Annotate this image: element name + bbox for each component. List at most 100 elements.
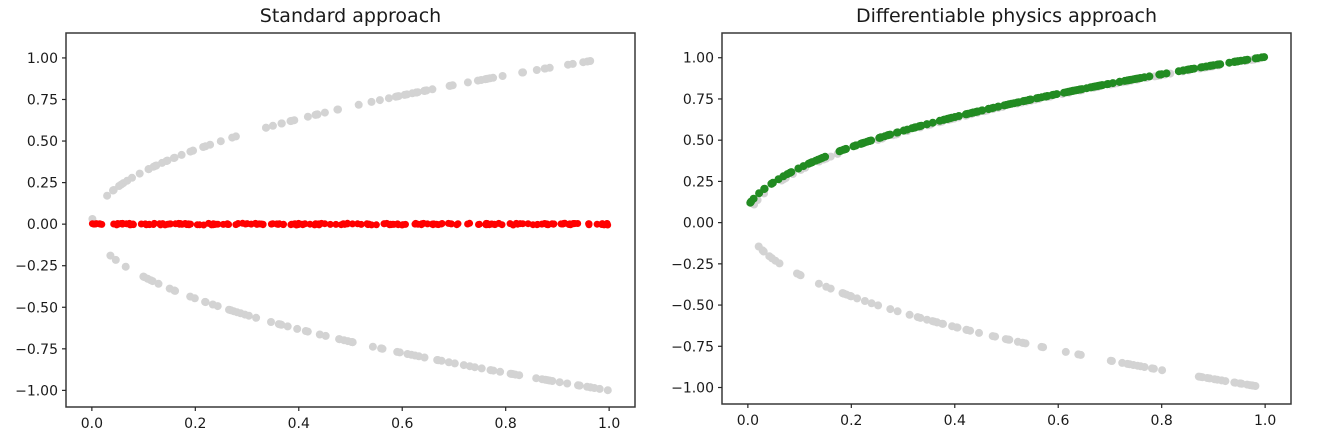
scatter-point: [464, 220, 472, 228]
series-solution-samples-upper-branch: [88, 57, 595, 223]
scatter-point: [794, 164, 803, 173]
scatter-point: [1162, 69, 1171, 78]
scatter-point: [216, 137, 225, 146]
scatter-point: [515, 371, 524, 380]
scatter-point: [575, 381, 584, 390]
scatter-point: [178, 220, 186, 228]
scatter-point: [121, 262, 130, 271]
scatter-point: [444, 219, 452, 227]
scatter-point: [814, 279, 823, 288]
scatter-point: [1069, 86, 1078, 95]
scatter-point: [430, 220, 438, 228]
scatter-point: [768, 254, 776, 263]
scatter-point: [453, 221, 461, 229]
scatter-point: [1203, 374, 1212, 382]
scatter-point: [313, 110, 322, 119]
scatter-point: [188, 146, 197, 155]
scatter-point: [818, 153, 827, 162]
scatter-point: [519, 68, 527, 77]
scatter-point: [892, 128, 901, 137]
scatter-point: [822, 282, 831, 291]
x-tick-label: 1.0: [598, 416, 620, 432]
scatter-point: [923, 315, 931, 324]
scatter-point: [444, 358, 453, 367]
scatter-point: [420, 219, 428, 227]
scatter-point: [315, 330, 324, 339]
scatter-point: [860, 297, 869, 305]
scatter-point: [972, 107, 981, 116]
scatter-point: [1041, 92, 1050, 101]
scatter-point: [303, 112, 312, 121]
scatter-point: [326, 220, 334, 228]
scatter-point: [1005, 100, 1013, 109]
scatter-point: [532, 374, 541, 383]
scatter-point: [280, 220, 287, 228]
scatter-point: [509, 370, 517, 379]
scatter-point: [1260, 53, 1269, 62]
scatter-point: [375, 96, 384, 105]
scatter-point: [496, 367, 505, 376]
scatter-point: [234, 220, 242, 227]
scatter-point: [301, 220, 309, 228]
scatter-point: [412, 219, 420, 227]
scatter-point: [1097, 81, 1106, 90]
scatter-point: [196, 221, 203, 229]
scatter-point: [533, 221, 541, 229]
scatter-point: [1251, 54, 1260, 63]
scatter-point: [963, 326, 972, 334]
scatter-point: [548, 377, 557, 385]
scatter-point: [538, 375, 547, 384]
scatter-point: [320, 108, 329, 117]
scatter-point: [875, 133, 884, 142]
scatter-point: [994, 102, 1003, 111]
scatter-point: [1213, 60, 1222, 69]
scatter-point: [170, 153, 179, 162]
scatter-point: [448, 81, 457, 90]
scatter-point: [598, 221, 606, 228]
scatter-point: [939, 319, 947, 328]
scatter-point: [1062, 88, 1071, 97]
scatter-point: [905, 310, 914, 319]
y-tick-label: −0.50: [15, 300, 58, 316]
scatter-point: [252, 313, 261, 322]
axes-spines: [721, 32, 1292, 405]
scatter-point: [475, 221, 482, 228]
scatter-point: [293, 324, 302, 333]
y-tick-label: −0.25: [671, 257, 714, 273]
y-tick-label: 1.00: [683, 51, 714, 67]
scatter-point: [157, 221, 165, 229]
scatter-point: [1140, 363, 1149, 371]
scatter-point: [1087, 83, 1096, 92]
scatter-point: [387, 221, 395, 229]
scatter-point: [146, 276, 155, 285]
plot-title-differentiable-physics: Differentiable physics approach: [855, 5, 1158, 27]
scatter-point: [555, 378, 564, 387]
scatter-point: [804, 159, 813, 168]
scatter-point: [393, 347, 402, 356]
x-tick-label: 0.4: [288, 416, 310, 432]
scatter-point: [568, 59, 577, 68]
scatter-point: [273, 220, 281, 228]
y-tick-label: −0.75: [15, 342, 58, 358]
scatter-point: [1049, 90, 1058, 99]
y-tick-label: −0.50: [671, 298, 714, 314]
scatter-point: [1125, 360, 1134, 369]
y-tick-label: 0.75: [27, 92, 58, 108]
scatter-point: [186, 292, 195, 301]
scatter-point: [1240, 56, 1249, 65]
scatter-point: [399, 221, 407, 229]
scatter-point: [209, 220, 217, 228]
scatter-point: [975, 328, 983, 337]
y-tick-label: −1.00: [15, 383, 58, 399]
x-tick-label: 0.2: [840, 413, 862, 429]
scatter-point: [1019, 338, 1028, 347]
scatter-point: [787, 168, 796, 177]
x-tick-label: 0.6: [391, 416, 413, 432]
scatter-point: [164, 220, 172, 228]
subplot-1: 0.0 0.2 0.4 0.6 0.8 1.0 1.00 0.75 0.50 0.25 0.00 −0…: [671, 32, 1292, 429]
y-tick-label: 0.50: [683, 133, 714, 149]
scatter-point: [333, 105, 342, 114]
scatter-point: [378, 344, 387, 353]
x-tick-label: 0.8: [495, 416, 517, 432]
scatter-point: [268, 121, 277, 130]
